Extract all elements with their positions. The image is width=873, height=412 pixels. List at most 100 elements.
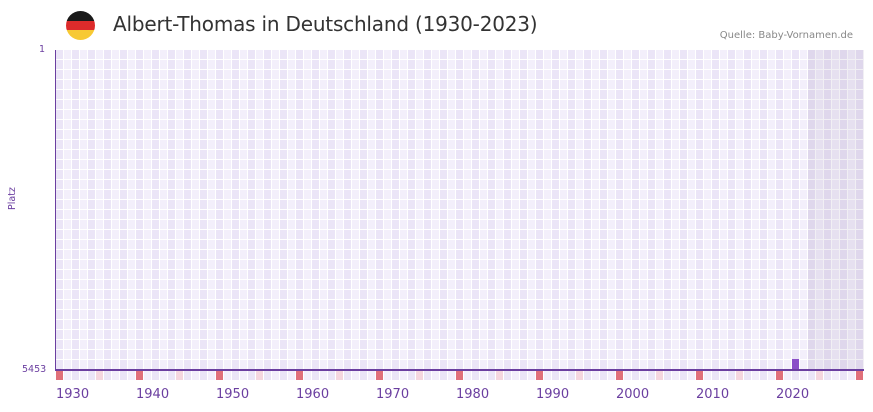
grid-cell [280,330,287,339]
grid-cell [552,230,559,239]
grid-cell [408,100,415,109]
grid-cell [352,260,359,269]
grid-cell [200,280,207,289]
grid-cell [560,190,567,199]
grid-cell [320,220,327,229]
grid-cell [304,80,311,89]
grid-cell [600,150,607,159]
grid-cell [824,360,831,369]
grid-cell [456,90,463,99]
grid-cell [248,240,255,249]
grid-cell [72,280,79,289]
grid-cell [168,50,175,59]
grid-cell [328,350,335,359]
grid-cell [168,310,175,319]
grid-cell [744,140,751,149]
grid-cell [672,70,679,79]
grid-cell [456,100,463,109]
grid-cell [648,260,655,269]
grid-cell [840,240,847,249]
grid-cell [272,70,279,79]
grid-cell [336,240,343,249]
grid-cell [200,170,207,179]
grid-cell [400,320,407,329]
grid-cell [264,250,271,259]
grid-cell [256,360,263,369]
grid-cell [200,240,207,249]
grid-cell [232,250,239,259]
grid-cell [848,220,855,229]
grid-cell [64,200,71,209]
grid-cell [272,180,279,189]
grid-cell [240,60,247,69]
grid-cell [224,120,231,129]
grid-cell [136,110,143,119]
grid-cell [440,90,447,99]
grid-cell [400,250,407,259]
grid-cell [192,270,199,279]
grid-cell [528,120,535,129]
grid-cell [56,230,63,239]
grid-cell [320,290,327,299]
grid-cell [520,230,527,239]
grid-cell [456,260,463,269]
grid-cell [744,270,751,279]
grid-cell [688,190,695,199]
grid-cell [840,220,847,229]
grid-cell [272,100,279,109]
grid-cell [176,360,183,369]
grid-cell [448,320,455,329]
grid-cell [520,90,527,99]
grid-cell [384,160,391,169]
grid-cell [312,330,319,339]
grid-cell [384,350,391,359]
grid-cell [160,140,167,149]
grid-cell [456,200,463,209]
grid-cell [224,60,231,69]
grid-cell [624,60,631,69]
grid-cell [424,120,431,129]
grid-cell [584,130,591,139]
grid-cell [792,210,799,219]
grid-cell [144,260,151,269]
grid-cell [400,120,407,129]
grid-cell [160,120,167,129]
grid-cell [72,120,79,129]
grid-cell [776,340,783,349]
grid-cell [480,240,487,249]
grid-cell [392,190,399,199]
grid-cell [248,360,255,369]
grid-cell [736,220,743,229]
grid-cell [432,280,439,289]
source-link[interactable]: Quelle: Baby-Vornamen.de [719,30,853,41]
grid-cell [520,260,527,269]
grid-cell [592,150,599,159]
grid-cell [528,300,535,309]
grid-cell [808,80,815,89]
grid-cell [352,100,359,109]
grid-cell [376,120,383,129]
data-bar-2022[interactable] [792,359,799,369]
grid-cell [576,290,583,299]
grid-cell [744,320,751,329]
grid-cell [616,60,623,69]
year-marker [200,371,207,380]
grid-cell [680,300,687,309]
grid-cell [112,290,119,299]
grid-cell [736,140,743,149]
grid-cell [360,130,367,139]
grid-cell [448,60,455,69]
grid-cell [104,160,111,169]
grid-cell [752,270,759,279]
grid-cell [736,120,743,129]
grid-cell [512,260,519,269]
grid-cell [824,260,831,269]
grid-cell [256,130,263,139]
grid-cell [704,170,711,179]
grid-cell [840,70,847,79]
grid-cell [72,300,79,309]
grid-cell [648,360,655,369]
grid-cell [696,120,703,129]
grid-cell [288,360,295,369]
grid-cell [528,360,535,369]
